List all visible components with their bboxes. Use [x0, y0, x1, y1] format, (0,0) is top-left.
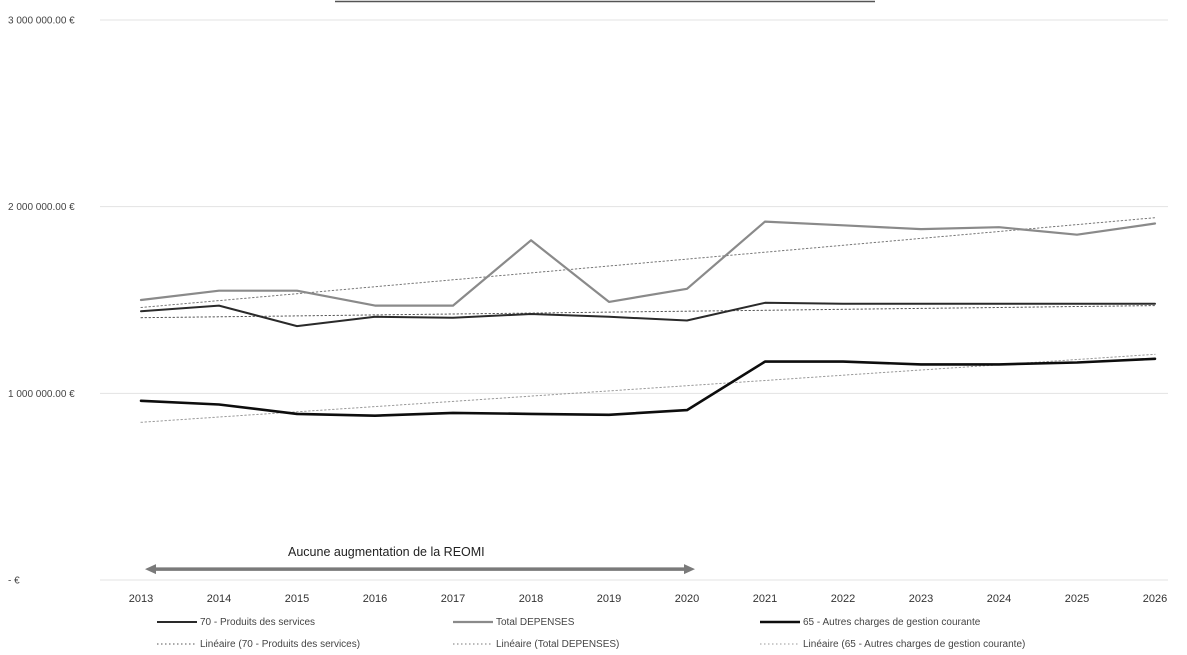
- y-tick-label: - €: [8, 576, 20, 587]
- x-tick-label: 2014: [207, 593, 231, 605]
- x-tick-label: 2023: [909, 593, 933, 605]
- x-tick-label: 2024: [987, 593, 1011, 605]
- legend-item: Linéaire (70 - Produits des services): [157, 639, 360, 650]
- legend-label: Linéaire (70 - Produits des services): [200, 639, 360, 650]
- legend: 70 - Produits des services Total DEPENSES…: [157, 617, 1025, 650]
- trendline-5: [140, 353, 1156, 423]
- x-tick-label: 2013: [129, 593, 153, 605]
- x-tick-label: 2015: [285, 593, 309, 605]
- legend-item: 70 - Produits des services: [157, 617, 315, 628]
- annotation-label: Aucune augmentation de la REOMI: [288, 545, 485, 559]
- legend-label: 65 - Autres charges de gestion courante: [803, 617, 981, 628]
- legend-item: Linéaire (65 - Autres charges de gestion…: [760, 639, 1025, 650]
- x-tick-label: 2017: [441, 593, 465, 605]
- annotation: Aucune augmentation de la REOMI: [145, 545, 695, 575]
- x-tick-label: 2018: [519, 593, 543, 605]
- x-tick-label: 2021: [753, 593, 777, 605]
- y-tick-label: 1 000 000.00 €: [8, 389, 75, 400]
- trendline-4: [140, 217, 1156, 308]
- series-line-0: [140, 301, 1156, 328]
- legend-label: 70 - Produits des services: [200, 617, 315, 628]
- annotation-arrowhead-right: [684, 564, 695, 575]
- y-tick-label: 3 000 000.00 €: [8, 16, 75, 27]
- x-tick-label: 2026: [1143, 593, 1167, 605]
- x-tick-label: 2016: [363, 593, 387, 605]
- legend-item: Total DEPENSES: [453, 617, 575, 628]
- y-axis-tick-labels: 3 000 000.00 € 2 000 000.00 € 1 000 000.00…: [8, 16, 75, 587]
- y-tick-label: 2 000 000.00 €: [8, 202, 75, 213]
- x-tick-label: 2019: [597, 593, 621, 605]
- legend-label: Total DEPENSES: [496, 617, 575, 628]
- trendline-3: [140, 305, 1156, 319]
- x-tick-label: 2022: [831, 593, 855, 605]
- series-line-2: [139, 357, 1157, 418]
- gridlines: [100, 19, 1168, 581]
- legend-label: Linéaire (Total DEPENSES): [496, 639, 619, 650]
- series-lines: [139, 217, 1157, 423]
- x-axis-tick-labels: 2013 2014 2015 2016 2017 2018 2019 2020 2021 2022…: [129, 593, 1167, 605]
- legend-label: Linéaire (65 - Autres charges de gestion…: [803, 639, 1025, 650]
- series-line-1: [139, 220, 1157, 307]
- legend-item: 65 - Autres charges de gestion courante: [760, 617, 981, 628]
- annotation-arrowhead-left: [145, 564, 156, 575]
- x-tick-label: 2020: [675, 593, 699, 605]
- x-tick-label: 2025: [1065, 593, 1089, 605]
- legend-item: Linéaire (Total DEPENSES): [453, 639, 619, 650]
